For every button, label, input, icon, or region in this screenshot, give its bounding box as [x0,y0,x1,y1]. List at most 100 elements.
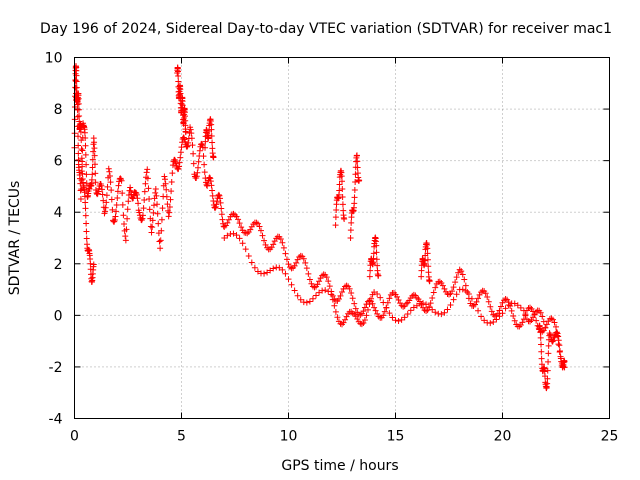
data-point [475,295,482,302]
data-point [159,205,166,212]
data-point [208,126,215,133]
data-point [294,292,301,299]
x-tick-label: 5 [177,429,186,445]
data-point [308,280,315,287]
data-point [354,315,361,322]
data-point [195,158,202,165]
data-point [82,205,89,212]
data-point [124,206,131,213]
data-point [423,301,430,308]
data-point [332,214,339,221]
data-point [545,358,552,365]
data-point [213,198,220,205]
data-point [245,252,252,259]
data-point [555,333,562,340]
data-point [82,199,89,206]
data-point [313,292,320,299]
data-point [156,238,163,245]
data-point [103,199,110,206]
data-point [425,263,432,270]
data-point [149,217,156,224]
y-tick-labels: -4 -2 0 2 4 6 8 10 [45,51,63,428]
data-point [346,285,353,292]
data-point [136,209,143,216]
data-point [261,237,268,244]
data-point [360,308,367,315]
data-point [461,276,468,283]
data-point [280,244,287,251]
data-point [74,113,81,120]
data-point [348,290,355,297]
data-point [475,307,482,314]
data-point [189,142,196,149]
data-point [336,187,343,194]
data-point [517,322,524,329]
data-point [210,154,217,161]
data-point [147,223,154,230]
data-point [262,241,269,248]
data-point [218,205,225,212]
data-point [335,296,342,303]
data-point [353,152,360,159]
data-point [302,259,309,266]
data-point [105,165,112,172]
data-point [236,235,243,242]
data-point [254,268,261,275]
data-point [83,171,90,178]
data-point [87,260,94,267]
data-point [75,106,82,113]
data-point [277,236,284,243]
data-point [141,188,148,195]
data-point [517,304,524,311]
data-point [158,216,165,223]
data-point [490,311,497,318]
y-tick-label: -4 [49,412,63,428]
y-tick-label: 4 [54,205,63,221]
data-point [75,100,82,107]
data-point [244,230,251,237]
data-point [446,291,452,298]
data-point [429,294,436,301]
plot-frame [74,57,610,419]
data-point [432,284,439,291]
data-point [476,291,483,298]
data-point [545,342,552,349]
data-point [339,201,346,208]
data-point [82,142,89,149]
data-point [438,279,445,286]
data-point [511,317,518,324]
chart-title: Day 196 of 2024, Sidereal Day-to-day VTE… [40,21,612,37]
data-point [271,238,278,245]
data-point [493,316,500,323]
data-point [484,293,491,300]
data-point [285,276,292,283]
data-point [139,215,146,222]
data-point [430,289,437,296]
data-point [367,267,374,274]
data-point [98,182,105,189]
data-point [361,316,368,323]
data-point [420,300,427,307]
data-point [478,289,485,296]
data-point [373,242,380,249]
data-point [426,277,433,284]
data-point [152,186,159,193]
data-point [216,192,223,199]
data-point [337,292,344,299]
data-point [373,249,380,256]
data-point [90,148,97,155]
data-point [429,306,436,313]
data-point [215,191,222,198]
data-point [106,168,113,175]
y-axis-label: SDTVAR / TECUs [7,181,23,296]
data-point [505,301,512,308]
data-point [490,318,497,325]
data-point [556,348,563,355]
data-point [548,315,555,322]
data-point [204,180,211,187]
data-point [339,185,346,192]
data-point [439,282,446,289]
data-point [161,173,168,180]
data-point [134,195,141,202]
data-point [150,209,157,216]
